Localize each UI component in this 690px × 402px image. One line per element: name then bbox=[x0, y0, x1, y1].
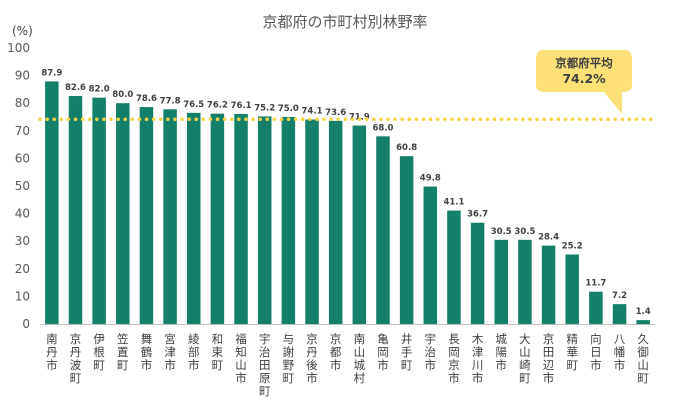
bar bbox=[541, 245, 556, 324]
bar bbox=[399, 156, 414, 324]
bar bbox=[116, 103, 130, 324]
y-tick-label: 20 bbox=[15, 262, 30, 276]
category-label: 和束町 bbox=[212, 332, 224, 372]
bar bbox=[636, 320, 650, 324]
bar bbox=[518, 239, 532, 324]
y-tick-label: 80 bbox=[15, 96, 30, 110]
average-callout: 京都府平均 74.2% bbox=[536, 50, 632, 114]
bar-value-label: 87.9 bbox=[41, 68, 62, 78]
y-tick-label: 90 bbox=[15, 69, 30, 83]
bar-value-label: 49.8 bbox=[420, 174, 441, 184]
bar bbox=[210, 113, 225, 324]
y-tick-label: 100 bbox=[7, 41, 30, 55]
bar bbox=[163, 109, 177, 324]
category-label: 宇治田原町 bbox=[259, 332, 271, 398]
bar-value-label: 74.1 bbox=[302, 106, 323, 116]
category-label: 向日市 bbox=[590, 332, 602, 372]
bar bbox=[352, 125, 367, 324]
bar bbox=[92, 97, 106, 325]
bar-value-label: 1.4 bbox=[636, 307, 651, 317]
bar bbox=[470, 222, 485, 324]
category-label: 南山城村 bbox=[354, 332, 366, 385]
bar bbox=[494, 239, 508, 324]
category-label: 舞鶴市 bbox=[141, 332, 153, 372]
value-labels: 87.982.6 82.080.0 78.6 77.8 76.5 76.2 76.1 75.2… bbox=[41, 68, 650, 317]
bar bbox=[257, 116, 272, 324]
bar bbox=[612, 304, 627, 324]
bar-value-label: 76.5 bbox=[183, 100, 204, 110]
category-label: 精華町 bbox=[566, 332, 578, 372]
bar-value-label: 25.2 bbox=[562, 241, 583, 251]
bar-value-label: 60.8 bbox=[396, 143, 417, 153]
bar bbox=[187, 112, 201, 324]
bar-value-label: 36.7 bbox=[467, 210, 488, 220]
y-tick-label: 0 bbox=[22, 317, 30, 331]
bar-value-label: 68.0 bbox=[372, 123, 393, 133]
bar bbox=[45, 81, 59, 324]
bar-value-label: 77.8 bbox=[160, 96, 181, 106]
bar-value-label: 7.2 bbox=[612, 291, 627, 301]
y-tick-label: 10 bbox=[15, 289, 30, 303]
y-tick-label: 70 bbox=[15, 124, 30, 138]
bar bbox=[139, 107, 154, 325]
bar-value-label: 11.7 bbox=[585, 279, 606, 289]
y-tick-label: 40 bbox=[15, 207, 30, 221]
average-callout-label: 京都府平均 bbox=[555, 56, 613, 70]
bar bbox=[328, 120, 343, 324]
category-label: 京田辺市 bbox=[543, 332, 555, 385]
bar-value-label: 73.6 bbox=[325, 108, 346, 118]
y-tick-label: 50 bbox=[15, 179, 30, 193]
category-label: 伊根町 bbox=[93, 332, 105, 372]
y-axis: 0 10 20 30 40 50 60 70 80 90 100 bbox=[7, 41, 30, 331]
y-tick-label: 30 bbox=[15, 234, 30, 248]
category-label: 南丹市 bbox=[46, 332, 58, 372]
bar bbox=[68, 96, 83, 324]
bar-value-label: 75.2 bbox=[254, 103, 275, 113]
category-label: 笠置町 bbox=[117, 332, 129, 372]
category-label: 久御山町 bbox=[637, 332, 649, 385]
bar-value-label: 78.6 bbox=[136, 94, 157, 104]
bar-value-label: 28.4 bbox=[538, 233, 559, 243]
y-axis-unit: (%) bbox=[12, 24, 33, 38]
category-label: 木津川市 bbox=[472, 332, 484, 385]
bar-value-label: 82.0 bbox=[89, 85, 110, 95]
bar-value-label: 30.5 bbox=[514, 227, 535, 237]
bar bbox=[447, 210, 461, 324]
category-label: 亀岡市 bbox=[377, 332, 389, 372]
category-label: 井手町 bbox=[401, 332, 413, 372]
average-callout-value: 74.2% bbox=[562, 71, 606, 86]
bar bbox=[234, 113, 248, 325]
category-label: 福知山市 bbox=[235, 332, 247, 385]
category-label: 八幡市 bbox=[614, 332, 626, 372]
bars bbox=[45, 81, 650, 325]
category-label: 城陽市 bbox=[496, 332, 508, 372]
category-label: 京都市 bbox=[330, 332, 342, 372]
bar-value-label: 75.0 bbox=[278, 104, 299, 114]
bar bbox=[423, 186, 438, 324]
category-label: 宮津市 bbox=[164, 332, 176, 372]
chart-title: 京都府の市町村別林野率 bbox=[262, 13, 427, 31]
bar bbox=[565, 254, 579, 324]
bar bbox=[281, 117, 296, 324]
y-tick-label: 60 bbox=[15, 151, 30, 165]
category-label: 長岡京市 bbox=[448, 332, 460, 385]
category-label: 大山崎町 bbox=[519, 332, 531, 385]
bar-value-label: 41.1 bbox=[443, 198, 464, 208]
category-label: 宇治市 bbox=[425, 332, 437, 372]
category-label: 綾部市 bbox=[188, 332, 200, 372]
category-label: 与謝野町 bbox=[283, 332, 295, 385]
bar bbox=[305, 119, 319, 324]
category-label: 京丹後市 bbox=[306, 332, 318, 385]
bar bbox=[376, 136, 390, 324]
bar-value-label: 30.5 bbox=[491, 227, 512, 237]
average-callout-bubble bbox=[536, 50, 632, 114]
category-label: 京丹波町 bbox=[70, 332, 82, 385]
bar-value-label: 76.2 bbox=[207, 101, 228, 111]
bar bbox=[589, 291, 603, 324]
bar-value-label: 76.1 bbox=[231, 101, 252, 111]
bar-value-label: 80.0 bbox=[112, 90, 133, 100]
bar-value-label: 82.6 bbox=[65, 83, 86, 93]
category-labels: 南丹市京丹波町伊根町笠置町舞鶴市宮津市綾部市和束町福知山市宇治田原町与謝野町京丹… bbox=[46, 332, 649, 398]
